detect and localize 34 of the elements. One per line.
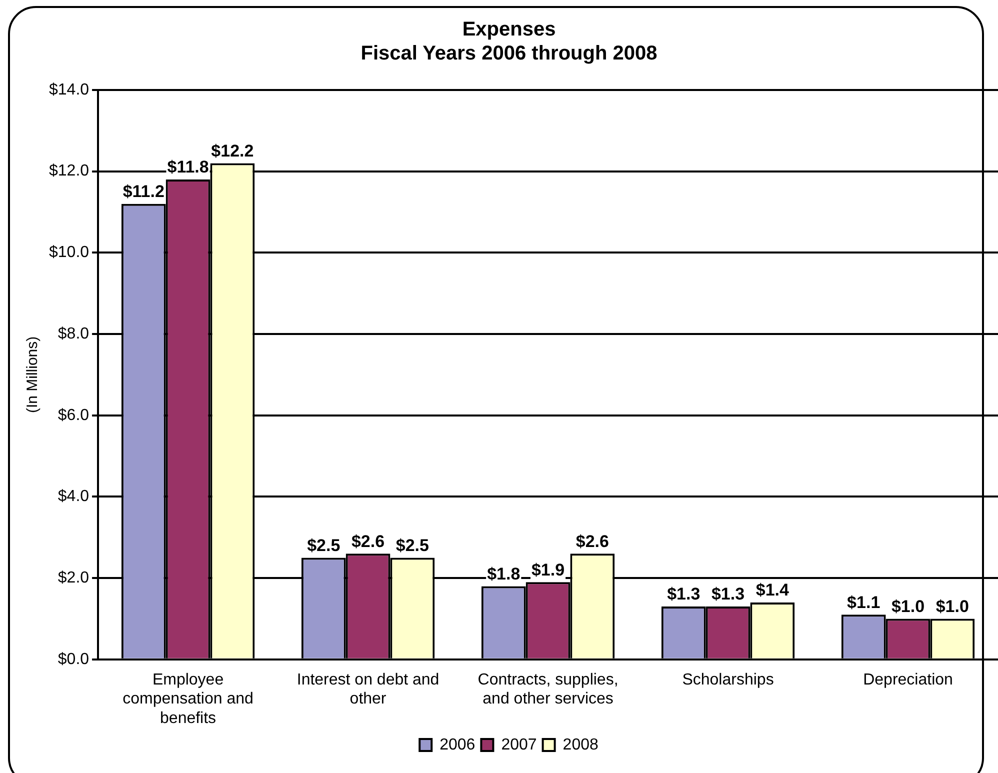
chart-subtitle: Fiscal Years 2006 through 2008 (360, 42, 658, 65)
data-label: $1.4 (756, 580, 790, 600)
data-label: $11.2 (122, 182, 164, 202)
y-axis-title: (In Millions) (24, 336, 42, 414)
y-tick-label: $14.0 (48, 81, 90, 98)
chart-title: Expenses (462, 18, 556, 41)
y-tick-label: $0.0 (58, 650, 90, 668)
data-label: $12.2 (211, 141, 254, 160)
y-tick-label: $10.0 (48, 244, 90, 262)
legend-label: 2008 (562, 736, 598, 754)
y-tick-label: $12.0 (48, 162, 90, 180)
x-tick-label: Depreciation (863, 671, 953, 688)
data-label: $1.0 (891, 596, 925, 616)
legend-label: 2007 (501, 736, 537, 754)
data-label: $1.3 (667, 584, 700, 604)
x-tick-label: Scholarships (682, 671, 774, 688)
x-tick-label: Employee compensation and benefits (122, 671, 254, 727)
data-label: $2.5 (307, 536, 340, 555)
x-tick-label: Contracts, supplies, and other services (478, 671, 618, 708)
y-tick-label: $8.0 (58, 325, 90, 342)
data-label: $11.8 (167, 158, 209, 177)
data-label: $1.3 (711, 584, 745, 604)
data-label: $2.5 (396, 536, 429, 555)
x-tick-label: Interest on debt and other (296, 671, 440, 708)
y-tick-label: $2.0 (58, 569, 90, 586)
legend-label: 2006 (440, 736, 476, 754)
data-label: $1.0 (936, 596, 969, 616)
data-label: $1.8 (487, 564, 520, 584)
data-label: $1.1 (847, 592, 880, 612)
y-tick-label: $4.0 (58, 488, 90, 506)
data-label: $1.9 (531, 560, 565, 580)
y-tick-label: $6.0 (58, 406, 90, 424)
data-label: $2.6 (576, 532, 609, 551)
data-label: $2.6 (351, 532, 385, 551)
